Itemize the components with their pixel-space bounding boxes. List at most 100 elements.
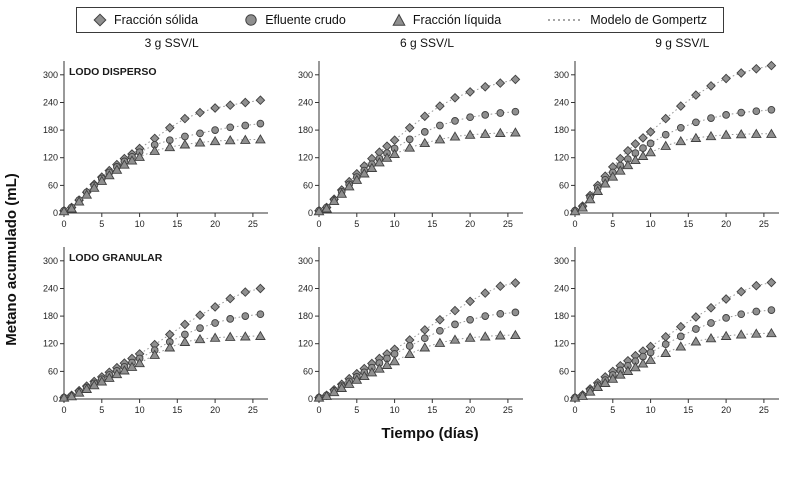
series-circle <box>315 107 520 215</box>
series-triangle <box>569 327 777 402</box>
svg-text:300: 300 <box>554 256 569 266</box>
panel-lodo-granular-6g: 0 60 120 180 240 300 0 5 10 15 20 25 <box>285 240 533 424</box>
svg-text:20: 20 <box>721 405 731 415</box>
svg-text:25: 25 <box>503 219 513 229</box>
svg-text:60: 60 <box>559 180 569 190</box>
svg-text:20: 20 <box>721 219 731 229</box>
svg-text:25: 25 <box>248 219 258 229</box>
series-triangle <box>313 127 522 216</box>
plot-svg: 0 60 120 180 240 300 0 5 10 15 20 25 LODO DISPERSO <box>43 61 268 229</box>
legend: Fracción sólida Efluente crudo Fracción … <box>76 7 724 33</box>
triangle-marker-icon <box>392 13 406 26</box>
svg-text:120: 120 <box>298 339 313 349</box>
gompertz-model-line <box>574 109 772 212</box>
axes <box>60 61 268 217</box>
svg-text:20: 20 <box>210 219 220 229</box>
gompertz-model-line <box>319 334 516 399</box>
panel-label: LODO GRANULAR <box>69 252 163 264</box>
tick-labels: 0 60 120 180 240 300 0 5 10 15 20 25 <box>554 70 769 229</box>
panel-lodo-disperso-9g: 0 60 120 180 240 300 0 5 10 15 20 25 <box>541 54 789 238</box>
gompertz-model-line <box>319 111 516 212</box>
svg-text:0: 0 <box>317 405 322 415</box>
svg-text:15: 15 <box>428 405 438 415</box>
plot-svg: 0 60 120 180 240 300 0 5 10 15 20 25 LODO GRANULAR <box>43 247 268 415</box>
legend-item-label: Fracción líquida <box>412 13 502 27</box>
svg-text:240: 240 <box>43 284 58 294</box>
axes <box>570 247 779 403</box>
svg-text:60: 60 <box>48 180 58 190</box>
svg-text:180: 180 <box>554 125 569 135</box>
svg-text:0: 0 <box>572 219 577 229</box>
gompertz-model-line <box>319 78 516 212</box>
gompertz-model-line <box>63 99 261 212</box>
svg-text:15: 15 <box>683 219 693 229</box>
svg-text:0: 0 <box>308 208 313 218</box>
panel-lodo-granular-3g: 0 60 120 180 240 300 0 5 10 15 20 25 LODO GRANULAR <box>30 240 278 424</box>
tick-labels: 0 60 120 180 240 300 0 5 10 15 20 25 <box>298 256 513 415</box>
svg-text:5: 5 <box>355 219 360 229</box>
svg-text:0: 0 <box>317 219 322 229</box>
svg-text:0: 0 <box>53 394 58 404</box>
svg-text:20: 20 <box>210 405 220 415</box>
series-diamond <box>314 74 521 216</box>
svg-text:10: 10 <box>645 219 655 229</box>
svg-text:180: 180 <box>43 311 58 321</box>
tick-labels: 0 60 120 180 240 300 0 5 10 15 20 25 <box>554 256 769 415</box>
gompertz-model-line <box>63 138 261 212</box>
series-circle <box>570 105 775 215</box>
svg-text:20: 20 <box>465 405 475 415</box>
svg-text:120: 120 <box>298 153 313 163</box>
panel-label: LODO DISPERSO <box>69 66 157 78</box>
svg-text:0: 0 <box>308 394 313 404</box>
svg-text:240: 240 <box>554 284 569 294</box>
tick-labels: 0 60 120 180 240 300 0 5 10 15 20 25 <box>43 256 258 415</box>
svg-text:0: 0 <box>61 219 66 229</box>
svg-text:5: 5 <box>610 219 615 229</box>
legend-item-label: Efluente crudo <box>265 13 346 27</box>
panels-grid: 0 60 120 180 240 300 0 5 10 15 20 25 LODO DISPERSO 0… <box>30 54 796 424</box>
series-circle <box>60 119 265 215</box>
tick-labels: 0 60 120 180 240 300 0 5 10 15 20 25 <box>43 70 258 229</box>
y-axis-title: Metano acumulado (mL) <box>2 173 20 346</box>
series-triangle <box>313 329 522 402</box>
column-titles: 3 g SSV/L 6 g SSV/L 9 g SSV/L <box>30 36 796 54</box>
plot-svg: 0 60 120 180 240 300 0 5 10 15 20 25 <box>298 247 524 415</box>
svg-text:10: 10 <box>390 405 400 415</box>
svg-text:0: 0 <box>61 405 66 415</box>
y-axis-title-wrap: Metano acumulado (mL) <box>0 77 24 442</box>
legend-item-modelo-gompertz: Modelo de Gompertz <box>547 13 707 27</box>
legend-item-fraccion-solida: Fracción sólida <box>93 13 198 27</box>
svg-text:240: 240 <box>298 98 313 108</box>
svg-text:300: 300 <box>298 256 313 266</box>
svg-text:180: 180 <box>298 311 313 321</box>
series-triangle <box>58 330 266 402</box>
svg-text:120: 120 <box>43 153 58 163</box>
column-title-6g: 6 g SSV/L <box>399 36 455 50</box>
svg-text:300: 300 <box>298 70 313 80</box>
svg-text:25: 25 <box>503 405 513 415</box>
x-axis-title: Tiempo (días) <box>381 425 479 442</box>
panel-lodo-disperso-6g: 0 60 120 180 240 300 0 5 10 15 20 25 <box>285 54 533 238</box>
svg-text:0: 0 <box>53 208 58 218</box>
svg-text:20: 20 <box>465 219 475 229</box>
svg-text:15: 15 <box>683 405 693 415</box>
column-title-9g: 9 g SSV/L <box>655 36 710 50</box>
legend-item-fraccion-liquida: Fracción líquida <box>392 13 501 27</box>
legend-item-label: Fracción sólida <box>114 13 199 27</box>
series-triangle <box>569 128 777 216</box>
svg-text:15: 15 <box>172 219 182 229</box>
svg-text:240: 240 <box>298 284 313 294</box>
svg-text:5: 5 <box>99 219 104 229</box>
svg-text:10: 10 <box>135 219 145 229</box>
figure: Fracción sólida Efluente crudo Fracción … <box>0 7 800 478</box>
svg-text:180: 180 <box>554 311 569 321</box>
panel-lodo-disperso-3g: 0 60 120 180 240 300 0 5 10 15 20 25 LODO DISPERSO <box>30 54 278 238</box>
axes <box>570 61 779 217</box>
svg-text:180: 180 <box>298 125 313 135</box>
svg-text:15: 15 <box>428 219 438 229</box>
svg-text:25: 25 <box>759 219 769 229</box>
plot-svg: 0 60 120 180 240 300 0 5 10 15 20 25 <box>554 60 779 229</box>
svg-text:0: 0 <box>564 394 569 404</box>
svg-text:0: 0 <box>564 208 569 218</box>
diamond-marker-icon <box>93 13 107 27</box>
